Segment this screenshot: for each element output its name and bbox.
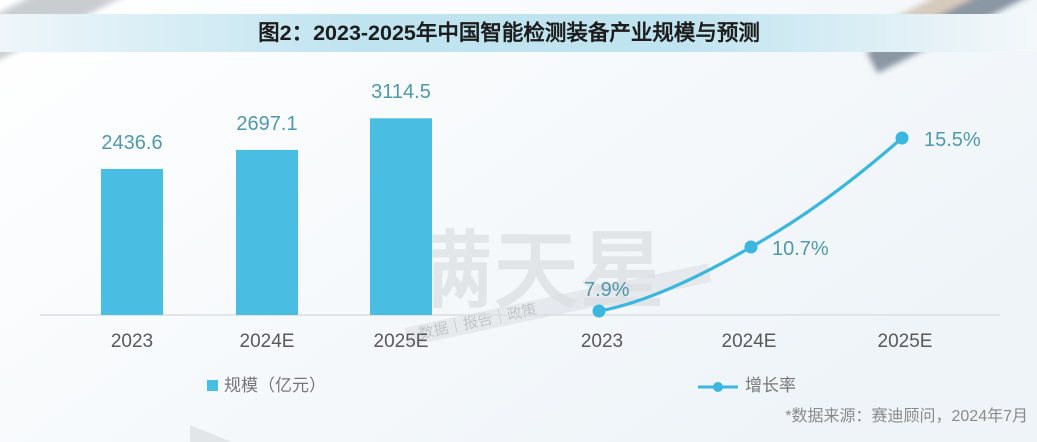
svg-text:*数据来源：赛迪顾问，2024年7月: *数据来源：赛迪顾问，2024年7月	[785, 406, 1028, 425]
svg-text:2025E: 2025E	[374, 331, 429, 352]
svg-text:2436.6: 2436.6	[101, 132, 162, 154]
svg-text:2025E: 2025E	[878, 331, 933, 352]
svg-text:15.5%: 15.5%	[924, 129, 981, 151]
svg-text:7.9%: 7.9%	[584, 279, 630, 301]
svg-text:图2：2023-2025年中国智能检测装备产业规模与预测: 图2：2023-2025年中国智能检测装备产业规模与预测	[258, 20, 760, 45]
svg-text:10.7%: 10.7%	[772, 238, 829, 260]
svg-text:增长率: 增长率	[745, 376, 796, 395]
svg-text:规模（亿元）: 规模（亿元）	[224, 376, 326, 395]
svg-text:2023: 2023	[111, 331, 153, 352]
svg-text:2697.1: 2697.1	[236, 113, 297, 135]
svg-text:2024E: 2024E	[722, 331, 777, 352]
svg-text:2024E: 2024E	[240, 331, 295, 352]
svg-text:3114.5: 3114.5	[371, 81, 431, 103]
svg-text:2023: 2023	[581, 331, 623, 352]
